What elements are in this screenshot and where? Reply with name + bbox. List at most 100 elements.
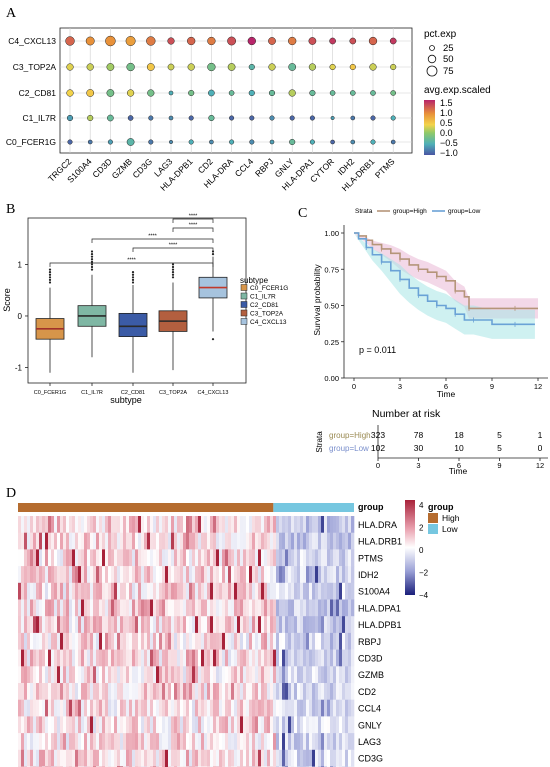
heatmap-cell (231, 666, 235, 684)
boxplot-outlier (48, 271, 52, 274)
heatmap-cell (282, 649, 286, 667)
heatmap-cell (195, 616, 199, 634)
heatmap-cell (81, 683, 85, 700)
heatmap-cell (264, 666, 268, 684)
heatmap-cell (138, 699, 142, 717)
heatmap-cell (81, 716, 85, 734)
heatmap-cell (249, 549, 253, 567)
heatmap-track-high (18, 503, 274, 512)
heatmap-cell (153, 532, 157, 550)
heatmap-cell (273, 566, 277, 584)
heatmap-cell (135, 683, 139, 700)
heatmap-cell (57, 616, 61, 634)
heatmap-cell (123, 649, 127, 667)
heatmap-cell (189, 666, 193, 684)
heatmap-cell (99, 683, 103, 700)
heatmap-cell (168, 733, 172, 751)
heatmap-cell (129, 649, 133, 667)
heatmap-cell (333, 632, 337, 650)
heatmap-gene-label: CD3D (358, 653, 383, 663)
dotplot-dot (370, 139, 376, 145)
heatmap-cell (276, 532, 280, 550)
heatmap-cell (153, 699, 157, 717)
survival-y-tick-label: 0.75 (324, 265, 339, 274)
heatmap-cell (315, 632, 319, 650)
dotplot-dot (350, 139, 356, 145)
heatmap-cell (186, 599, 190, 617)
heatmap-cell (177, 649, 181, 667)
heatmap-cell (96, 749, 100, 767)
dotplot-dot (369, 63, 377, 71)
heatmap-cell (183, 516, 187, 533)
heatmap-cell (93, 516, 97, 533)
heatmap-cell (24, 666, 28, 684)
heatmap-cell (276, 733, 280, 751)
heatmap-cell (21, 616, 25, 634)
heatmap-cell (120, 733, 124, 751)
dotplot-dot (107, 114, 114, 122)
heatmap-cell (78, 716, 82, 734)
heatmap-cell (246, 649, 250, 667)
heatmap-cell (333, 532, 337, 550)
heatmap-cell (294, 516, 298, 533)
heatmap-cell (339, 582, 343, 600)
heatmap-cell (285, 733, 289, 751)
heatmap-cell (141, 516, 145, 533)
heatmap-cell (156, 582, 160, 600)
heatmap-cell (123, 683, 127, 700)
risk-table: Number at risk Strata group=High group=L… (315, 408, 548, 476)
heatmap-cell (282, 516, 286, 533)
heatmap-cell (222, 632, 226, 650)
heatmap-cell (342, 699, 346, 717)
heatmap-cell (285, 716, 289, 734)
heatmap-cell (315, 716, 319, 734)
heatmap-cell (309, 683, 313, 700)
heatmap-cell (279, 532, 283, 550)
heatmap-cell (48, 716, 52, 734)
heatmap-cell (81, 532, 85, 550)
heatmap-cell (201, 666, 205, 684)
heatmap-cell (312, 532, 316, 550)
heatmap-cell (132, 632, 136, 650)
boxplot-outlier (90, 263, 94, 266)
heatmap-cell (30, 566, 34, 584)
heatmap-cell (42, 566, 46, 584)
heatmap-cell (198, 699, 202, 717)
significance-bracket (49, 262, 214, 267)
heatmap-cell (324, 582, 328, 600)
heatmap-cell (195, 716, 199, 734)
heatmap-cell (300, 699, 304, 717)
heatmap-cell (144, 549, 148, 567)
heatmap-cell (276, 599, 280, 617)
heatmap-cell (108, 649, 112, 667)
heatmap-cell (51, 616, 55, 634)
heatmap-cell (249, 683, 253, 700)
dotplot-dot (390, 139, 396, 145)
heatmap-cell (246, 549, 250, 567)
boxplot-outlier (90, 265, 94, 269)
heatmap-cell (153, 683, 157, 700)
heatmap-cell (309, 749, 313, 767)
heatmap-cell (318, 566, 322, 584)
heatmap-cell (165, 683, 169, 700)
heatmap-cell (123, 699, 127, 717)
heatmap-cell (273, 649, 277, 667)
heatmap-cell (339, 516, 343, 533)
heatmap-cell (150, 733, 154, 751)
heatmap-cell (75, 649, 79, 667)
heatmap-cell (69, 666, 73, 684)
heatmap-cell (225, 666, 229, 684)
heatmap-cell (81, 549, 85, 567)
heatmap-cell (222, 616, 226, 634)
heatmap-cell (300, 749, 304, 767)
heatmap-cell (243, 749, 247, 767)
boxplot-x-tick-label: C2_CD81 (121, 390, 145, 396)
heatmap-cell (294, 566, 298, 584)
heatmap-cell (231, 516, 235, 533)
heatmap-cell (351, 532, 355, 550)
heatmap-cell (162, 666, 166, 684)
heatmap-cell (222, 683, 226, 700)
heatmap-cell (90, 716, 94, 734)
heatmap-cell (321, 632, 325, 650)
heatmap-cell (156, 599, 160, 617)
